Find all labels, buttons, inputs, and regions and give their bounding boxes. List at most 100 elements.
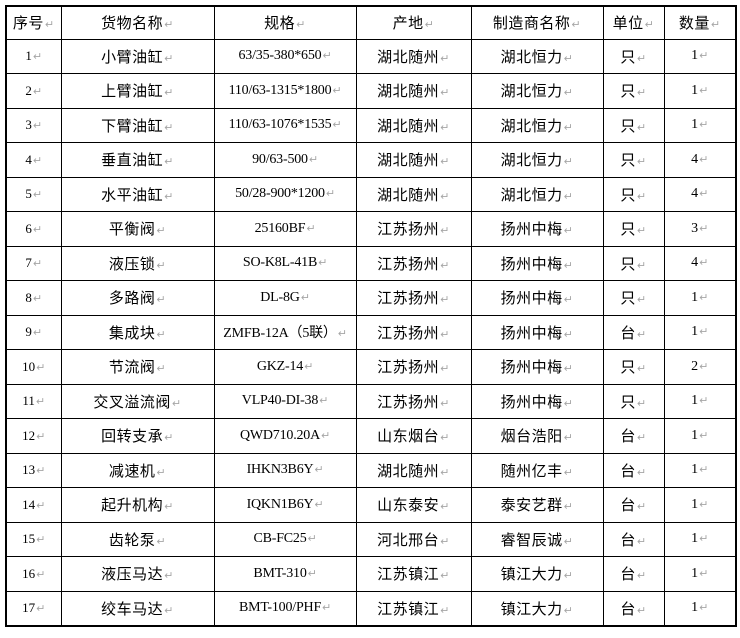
paragraph-mark-icon: ↵	[699, 325, 709, 339]
paragraph-mark-icon: ↵	[304, 359, 314, 373]
cell-maker-text: 湖北恒力	[500, 151, 563, 170]
cell-maker: 湖北恒力↵	[470, 73, 604, 109]
cell-unit: 台↵	[602, 487, 665, 523]
cell-qty: 4↵	[663, 142, 737, 178]
paragraph-mark-icon: ↵	[164, 500, 174, 514]
paragraph-mark-icon: ↵	[32, 153, 43, 167]
cell-seq-text: 7	[25, 255, 32, 271]
paragraph-mark-icon: ↵	[636, 500, 647, 514]
cell-origin-text: 江苏扬州	[377, 323, 440, 342]
paragraph-mark-icon: ↵	[440, 86, 450, 100]
cell-seq-text: 10	[22, 358, 36, 374]
paragraph-mark-icon: ↵	[699, 428, 709, 442]
paragraph-mark-icon: ↵	[156, 534, 167, 548]
paragraph-mark-icon: ↵	[563, 327, 574, 341]
paragraph-mark-icon: ↵	[699, 497, 709, 511]
cell-seq: 12↵	[5, 418, 62, 454]
cell-unit-text: 只	[620, 47, 636, 66]
cell-name-text: 垂直油缸	[101, 151, 164, 170]
cell-spec: ZMFB-12A（5联）↵	[213, 314, 357, 350]
cell-maker: 湖北恒力↵	[470, 142, 604, 178]
cell-spec-text: IQKN1B6Y	[246, 496, 314, 512]
cell-maker-text: 扬州中梅	[500, 323, 563, 342]
cell-maker-text: 扬州中梅	[500, 289, 563, 308]
cell-maker-text: 湖北恒力	[500, 116, 563, 135]
cell-spec: GKZ-14↵	[213, 349, 357, 385]
cell-seq: 14↵	[5, 487, 62, 523]
cell-qty-text: 1	[691, 427, 699, 443]
cell-origin: 河北邢台↵	[355, 521, 472, 557]
paragraph-mark-icon: ↵	[563, 362, 574, 376]
paragraph-mark-icon: ↵	[440, 224, 450, 238]
paragraph-mark-icon: ↵	[636, 603, 647, 617]
paragraph-mark-icon: ↵	[563, 431, 574, 445]
cell-qty: 1↵	[663, 314, 737, 350]
cell-origin-text: 湖北随州	[377, 185, 440, 204]
cell-maker: 镇江大力↵	[470, 556, 604, 592]
cell-origin: 山东泰安↵	[355, 487, 472, 523]
paragraph-mark-icon: ↵	[32, 291, 43, 305]
paragraph-mark-icon: ↵	[699, 221, 709, 235]
cell-unit: 只↵	[602, 38, 665, 74]
cell-seq-text: 5	[25, 186, 32, 202]
cell-spec-text: BMT-100/PHF	[238, 600, 322, 615]
cell-qty-text: 1	[691, 393, 699, 409]
cell-maker: 泰安艺群↵	[470, 487, 604, 523]
cell-seq: 13↵	[5, 452, 62, 488]
cell-unit: 只↵	[602, 211, 665, 247]
column-header-spec: 规格↵	[213, 5, 357, 40]
cell-maker-text: 睿智辰诚	[500, 530, 563, 549]
cell-name-text: 液压马达	[101, 565, 164, 584]
paragraph-mark-icon: ↵	[32, 50, 43, 64]
paragraph-mark-icon: ↵	[563, 120, 574, 134]
cell-name-text: 节流阀	[108, 358, 156, 377]
paragraph-mark-icon: ↵	[440, 362, 450, 376]
paragraph-mark-icon: ↵	[164, 18, 174, 32]
cell-maker-text: 随州亿丰	[500, 461, 563, 480]
table-row: 16↵ 液压马达↵ BMT-310↵ 江苏镇江↵ 镇江大力↵ 台↵ 1↵	[5, 556, 737, 592]
table-row: 6↵ 平衡阀↵ 25160BF↵ 江苏扬州↵ 扬州中梅↵ 只↵ 3↵	[5, 211, 737, 247]
paragraph-mark-icon: ↵	[322, 601, 332, 614]
paragraph-mark-icon: ↵	[332, 83, 342, 97]
table-row: 5↵ 水平油缸↵ 50/28-900*1200↵ 湖北随州↵ 湖北恒力↵ 只↵ 4↵	[5, 176, 737, 212]
cell-name-text: 回转支承	[101, 427, 164, 446]
cell-name-text: 集成块	[108, 323, 156, 342]
paragraph-mark-icon: ↵	[699, 394, 709, 408]
paragraph-mark-icon: ↵	[563, 293, 574, 307]
column-header-unit-label: 单位	[612, 14, 644, 33]
cell-qty: 1↵	[663, 487, 737, 523]
paragraph-mark-icon: ↵	[337, 327, 347, 341]
paragraph-mark-icon: ↵	[699, 290, 709, 304]
cell-qty-text: 1	[691, 600, 699, 615]
cell-qty: 1↵	[663, 556, 737, 592]
paragraph-mark-icon: ↵	[636, 224, 647, 238]
paragraph-mark-icon: ↵	[156, 362, 167, 376]
cell-unit-text: 台	[620, 565, 636, 584]
cell-spec-text: 110/63-1076*1535	[228, 117, 332, 133]
cell-unit-text: 只	[620, 289, 636, 308]
cell-spec-text: GKZ-14	[256, 358, 304, 374]
column-header-qty: 数量↵	[663, 5, 737, 40]
paragraph-mark-icon: ↵	[314, 497, 324, 511]
cell-unit: 只↵	[602, 142, 665, 178]
cell-name: 齿轮泵↵	[60, 521, 215, 557]
cell-seq: 5↵	[5, 176, 62, 212]
cell-qty-text: 1	[691, 117, 699, 133]
paragraph-mark-icon: ↵	[563, 603, 574, 617]
paragraph-mark-icon: ↵	[563, 465, 574, 479]
cell-origin: 江苏扬州↵	[355, 383, 472, 419]
cell-origin-text: 山东烟台	[377, 427, 440, 446]
cell-name-text: 交叉溢流阀	[93, 392, 171, 411]
paragraph-mark-icon: ↵	[164, 431, 174, 445]
cell-origin-text: 江苏扬州	[377, 289, 440, 308]
cell-qty: 1↵	[663, 383, 737, 419]
paragraph-mark-icon: ↵	[563, 51, 574, 65]
cell-spec-text: VLP40-DI-38	[241, 393, 319, 409]
cell-qty: 1↵	[663, 73, 737, 109]
cell-unit-text: 只	[620, 254, 636, 273]
cell-maker-text: 镇江大力	[500, 565, 563, 584]
table-row: 10↵ 节流阀↵ GKZ-14↵ 江苏扬州↵ 扬州中梅↵ 只↵ 2↵	[5, 349, 737, 385]
cell-name: 垂直油缸↵	[60, 142, 215, 178]
table-row: 15↵ 齿轮泵↵ CB-FC25↵ 河北邢台↵ 睿智辰诚↵ 台↵ 1↵	[5, 521, 737, 557]
column-header-maker: 制造商名称↵	[470, 5, 604, 40]
